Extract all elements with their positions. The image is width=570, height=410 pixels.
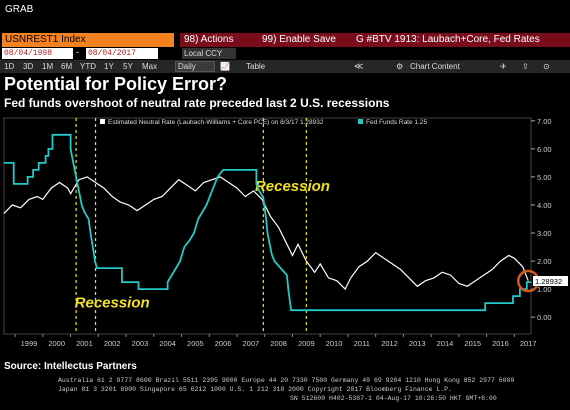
start-date-input[interactable]: 08/04/1998 xyxy=(2,48,73,59)
legend-entry-0: Estimated Neutral Rate (Laubach-Williams… xyxy=(108,119,324,126)
end-date-input[interactable]: 08/04/2017 xyxy=(86,48,158,59)
settings-icon[interactable]: ⚙ xyxy=(396,62,404,71)
y-tick-label: 3.00 xyxy=(537,229,552,238)
share-icon[interactable]: ✈ xyxy=(500,62,507,71)
x-tick-label: 1999 xyxy=(21,339,38,348)
series-line-0 xyxy=(3,176,529,291)
x-tick-label: 2012 xyxy=(381,339,398,348)
date-separator: - xyxy=(76,47,79,57)
x-tick-label: 2002 xyxy=(104,339,121,348)
actions-button[interactable]: 98) Actions xyxy=(184,34,234,45)
range-button-ytd[interactable]: YTD xyxy=(80,62,96,71)
x-tick-label: 2001 xyxy=(76,339,93,348)
x-tick-label: 2000 xyxy=(48,339,65,348)
x-tick-label: 2015 xyxy=(464,339,481,348)
y-tick-label: 7.00 xyxy=(537,117,552,126)
legend-swatch-1 xyxy=(358,119,363,124)
ticker-field[interactable]: USNREST1 Index xyxy=(2,33,174,47)
options-icon[interactable]: ⊙ xyxy=(543,62,550,71)
x-tick-label: 2004 xyxy=(159,339,176,348)
x-tick-label: 2003 xyxy=(132,339,149,348)
x-tick-label: 2016 xyxy=(492,339,509,348)
legend-entry-1: Fed Funds Rate 1.25 xyxy=(366,119,427,126)
footer-line-3: SN 512600 H402-5387-1 04-Aug-17 10:26:50… xyxy=(290,395,497,402)
y-tick-label: 5.00 xyxy=(537,173,552,182)
chart-title: Potential for Policy Error? xyxy=(4,74,228,94)
last-value-box xyxy=(533,276,568,287)
export-icon[interactable]: ⇪ xyxy=(522,62,529,71)
x-tick-label: 2009 xyxy=(298,339,315,348)
table-button[interactable]: Table xyxy=(246,62,266,71)
last-value-label: 1.28932 xyxy=(535,277,562,286)
toolbar xyxy=(0,60,570,73)
x-tick-label: 2011 xyxy=(354,339,370,348)
range-button-max[interactable]: Max xyxy=(142,62,158,71)
y-tick-label: 2.00 xyxy=(537,257,552,266)
x-tick-label: 2017 xyxy=(520,339,537,348)
frequency-label: Daily xyxy=(178,62,196,71)
enable-save-button[interactable]: 99) Enable Save xyxy=(262,34,336,45)
frequency-select[interactable] xyxy=(175,61,215,72)
plot-frame xyxy=(3,117,532,335)
x-tick-label: 2006 xyxy=(215,339,232,348)
chart-subtitle: Fed funds overshoot of neutral rate prec… xyxy=(4,96,390,110)
footer-line-2: Japan 81 3 3201 8900 Singapore 65 6212 1… xyxy=(58,386,452,393)
collapse-icon[interactable]: ≪ xyxy=(354,61,364,71)
x-tick-label: 2010 xyxy=(326,339,343,348)
chart-name-label: G #BTV 1913: Laubach+Core, Fed Rates xyxy=(356,34,540,45)
currency-select[interactable]: Local CCY xyxy=(182,48,236,59)
source-note: Source: Intellectus Partners xyxy=(4,361,137,372)
line-chart: Recession Recession Estimated Neutral Rate… xyxy=(3,117,568,348)
series-line-1 xyxy=(4,133,531,312)
x-tick-label: 2007 xyxy=(243,339,260,348)
x-tick-label: 2005 xyxy=(187,339,204,348)
range-button-1d[interactable]: 1D xyxy=(4,62,15,71)
range-button-3d[interactable]: 3D xyxy=(23,62,34,71)
recession-annotation: Recession xyxy=(255,178,330,195)
recession-annotation: Recession xyxy=(75,294,150,311)
x-tick-label: 2014 xyxy=(437,339,454,348)
y-tick-label: 0.00 xyxy=(537,313,552,322)
y-tick-label: 1.00 xyxy=(537,285,552,294)
y-tick-label: 6.00 xyxy=(537,145,552,154)
actions-bar: 98) Actions 99) Enable Save G #BTV 1913:… xyxy=(180,33,570,47)
y-tick-label: 4.00 xyxy=(537,201,552,210)
range-button-5y[interactable]: 5Y xyxy=(123,62,133,71)
x-tick-label: 2008 xyxy=(270,339,287,348)
range-button-1m[interactable]: 1M xyxy=(42,62,54,71)
range-button-6m[interactable]: 6M xyxy=(61,62,73,71)
line-chart-icon[interactable]: 📈 xyxy=(220,62,230,71)
x-tick-label: 2013 xyxy=(409,339,426,348)
chart-content-button[interactable]: Chart Content xyxy=(410,62,460,71)
range-button-1y[interactable]: 1Y xyxy=(104,62,114,71)
footer-line-1: Australia 61 2 9777 8600 Brazil 5511 239… xyxy=(58,377,515,384)
app-label: GRAB xyxy=(5,4,34,15)
legend-swatch-0 xyxy=(100,119,105,124)
